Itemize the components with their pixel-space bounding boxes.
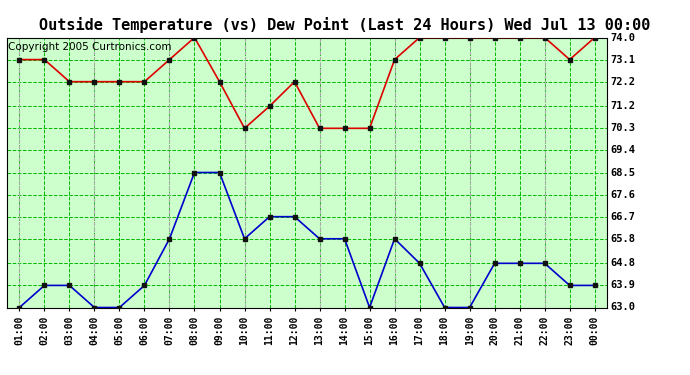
Text: 63.9: 63.9 (611, 280, 635, 290)
Text: 70.3: 70.3 (611, 123, 635, 134)
Text: 69.4: 69.4 (611, 146, 635, 155)
Text: 68.5: 68.5 (611, 168, 635, 177)
Text: 71.2: 71.2 (611, 101, 635, 111)
Text: Copyright 2005 Curtronics.com: Copyright 2005 Curtronics.com (8, 42, 172, 51)
Text: 63.0: 63.0 (611, 303, 635, 312)
Text: 64.8: 64.8 (611, 258, 635, 268)
Text: 65.8: 65.8 (611, 234, 635, 244)
Text: 73.1: 73.1 (611, 55, 635, 64)
Text: 72.2: 72.2 (611, 76, 635, 87)
Text: 74.0: 74.0 (611, 33, 635, 42)
Text: 67.6: 67.6 (611, 190, 635, 200)
Text: 66.7: 66.7 (611, 211, 635, 222)
Text: Outside Temperature (vs) Dew Point (Last 24 Hours) Wed Jul 13 00:00: Outside Temperature (vs) Dew Point (Last… (39, 17, 651, 33)
